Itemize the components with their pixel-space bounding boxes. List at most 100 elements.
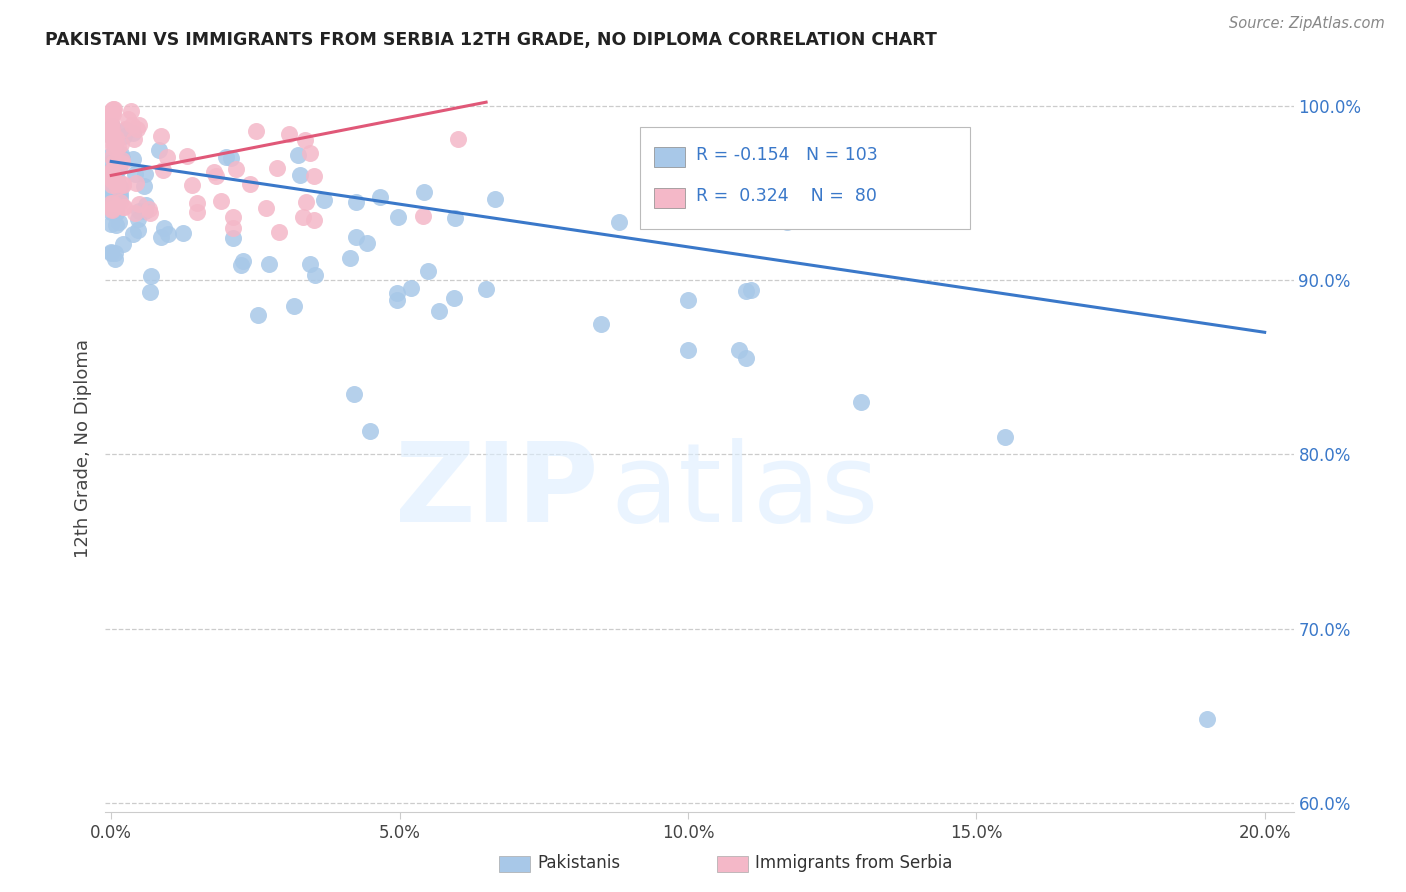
Point [266, 161, 288, 176]
Point [229, 258, 252, 272]
Point [344, 194, 367, 209]
Point [344, 229, 367, 244]
Point [401, 281, 423, 295]
Point [152, 221, 174, 235]
Point [343, 386, 366, 401]
Point [100, 107, 122, 121]
Point [418, 264, 440, 278]
Y-axis label: 12th Grade, No Diploma: 12th Grade, No Diploma [73, 339, 91, 558]
Point [100, 176, 122, 190]
Text: ZIP: ZIP [395, 438, 599, 545]
Point [105, 206, 128, 220]
Point [101, 169, 124, 184]
Point [314, 193, 336, 207]
Point [127, 211, 149, 226]
Point [222, 231, 245, 245]
Point [412, 209, 434, 223]
Point [100, 172, 122, 186]
Point [104, 196, 127, 211]
Point [356, 236, 378, 251]
Point [387, 210, 409, 224]
Point [135, 198, 157, 212]
Point [103, 155, 125, 169]
Point [107, 139, 129, 153]
Text: Immigrants from Serbia: Immigrants from Serbia [755, 855, 952, 872]
Point [101, 169, 124, 184]
Point [776, 215, 799, 229]
Text: PAKISTANI VS IMMIGRANTS FROM SERBIA 12TH GRADE, NO DIPLOMA CORRELATION CHART: PAKISTANI VS IMMIGRANTS FROM SERBIA 12TH… [45, 31, 936, 49]
Point [101, 136, 124, 150]
Point [103, 128, 125, 143]
Point [104, 252, 127, 266]
Point [104, 202, 127, 217]
Point [267, 225, 290, 239]
Point [111, 151, 134, 165]
Point [100, 154, 122, 169]
Point [443, 291, 465, 305]
Point [114, 122, 136, 136]
Point [475, 282, 498, 296]
Point [676, 293, 699, 307]
Point [121, 227, 143, 241]
Point [734, 284, 756, 298]
Point [239, 178, 262, 192]
Point [287, 148, 309, 162]
Point [112, 237, 135, 252]
Point [101, 140, 124, 154]
Point [101, 128, 124, 142]
Point [110, 186, 132, 200]
Point [728, 343, 751, 357]
Point [104, 245, 127, 260]
Point [245, 124, 267, 138]
Point [101, 119, 124, 133]
Point [104, 138, 127, 153]
Point [104, 193, 127, 207]
Point [111, 177, 134, 191]
Point [302, 169, 325, 184]
Point [100, 113, 122, 128]
Point [100, 103, 122, 118]
Point [292, 211, 315, 225]
Point [132, 179, 155, 194]
Point [101, 162, 124, 177]
Text: R = -0.154   N = 103: R = -0.154 N = 103 [696, 146, 877, 164]
Point [101, 122, 124, 136]
Point [139, 285, 162, 300]
Point [110, 146, 132, 161]
Point [110, 137, 132, 152]
Point [121, 152, 143, 166]
Point [298, 146, 321, 161]
Point [100, 150, 122, 164]
Text: Source: ZipAtlas.com: Source: ZipAtlas.com [1229, 16, 1385, 31]
Point [108, 155, 131, 169]
Point [447, 131, 470, 145]
Point [101, 164, 124, 178]
Point [101, 194, 124, 209]
Point [125, 122, 148, 136]
Point [148, 144, 170, 158]
Point [607, 215, 630, 229]
Point [100, 196, 122, 211]
Point [100, 183, 122, 197]
Point [120, 103, 142, 118]
Point [101, 174, 124, 188]
Point [139, 268, 162, 283]
Point [134, 167, 156, 181]
Point [181, 178, 204, 193]
Point [134, 203, 156, 218]
Point [105, 130, 128, 145]
Point [100, 128, 122, 143]
Point [100, 128, 122, 143]
Point [112, 129, 135, 144]
Text: atlas: atlas [610, 438, 879, 545]
Point [108, 180, 131, 194]
Point [734, 351, 756, 366]
Point [105, 218, 128, 232]
Point [222, 221, 245, 235]
Point [152, 163, 174, 178]
Point [122, 126, 145, 140]
Point [387, 286, 409, 301]
Point [101, 102, 124, 116]
Point [101, 203, 124, 218]
Point [295, 194, 318, 209]
